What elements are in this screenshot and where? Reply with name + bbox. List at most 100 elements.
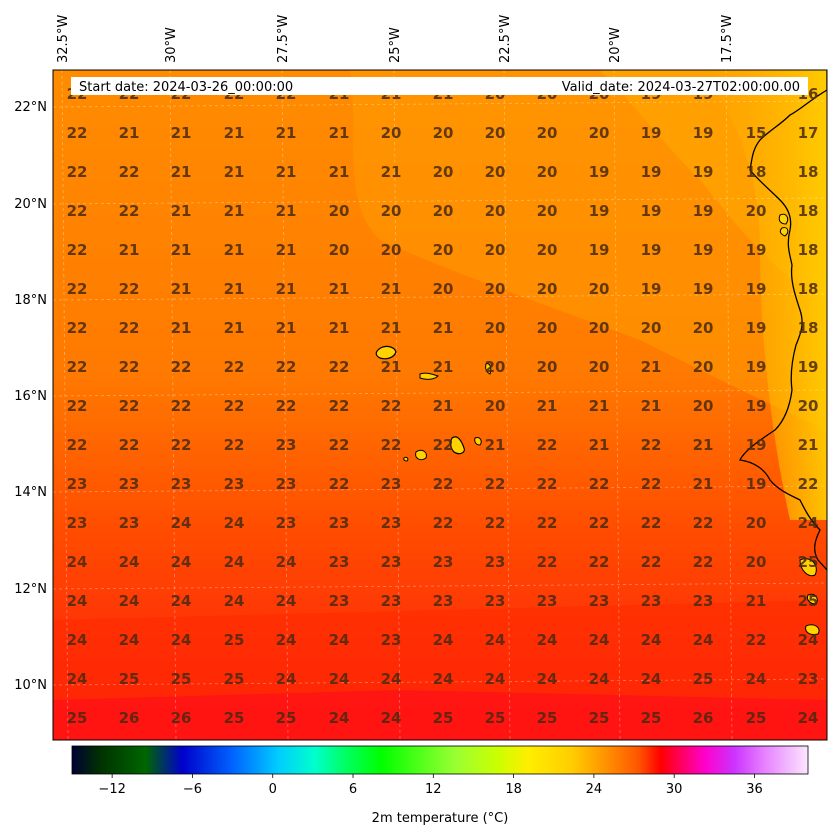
grid-value: 22	[433, 514, 454, 532]
grid-value: 22	[224, 358, 245, 376]
cabo-verde-island	[419, 372, 439, 380]
grid-value: 23	[329, 553, 350, 571]
value-grid: 2222222222212121202020191916222121212121…	[67, 85, 819, 727]
grid-value: 24	[171, 553, 192, 571]
grid-value: 23	[433, 592, 454, 610]
grid-value: 25	[276, 709, 297, 727]
grid-value: 21	[433, 319, 454, 337]
grid-value: 24	[381, 670, 402, 688]
cabo-verde-island	[403, 456, 409, 462]
grid-value: 22	[537, 553, 558, 571]
colorbar-label: 2m temperature (°C)	[372, 811, 509, 826]
grid-value: 24	[537, 670, 558, 688]
grid-value: 25	[746, 709, 767, 727]
valid-date-text: Valid_date: 2024-03-27T02:00:00.00	[562, 80, 800, 95]
grid-value: 24	[67, 631, 88, 649]
bijagos-island	[807, 593, 818, 605]
grid-value: 23	[485, 592, 506, 610]
grid-value: 24	[276, 631, 297, 649]
grid-value: 24	[433, 631, 454, 649]
grid-value: 20	[329, 202, 350, 220]
lon-label: 20°W	[608, 27, 623, 63]
grid-value: 21	[329, 163, 350, 181]
grid-value: 20	[485, 124, 506, 142]
cabo-verde-island	[375, 345, 397, 360]
grid-value: 24	[224, 553, 245, 571]
grid-value: 20	[381, 124, 402, 142]
grid-value: 22	[433, 436, 454, 454]
lat-label: 20°N	[14, 197, 47, 212]
grid-value: 23	[381, 475, 402, 493]
grid-value: 20	[433, 124, 454, 142]
grid-value: 23	[276, 475, 297, 493]
grid-value: 22	[641, 514, 662, 532]
grid-value: 19	[693, 280, 714, 298]
hottest-zone	[53, 690, 827, 740]
grid-value: 21	[224, 124, 245, 142]
grid-value: 21	[641, 397, 662, 415]
grid-value: 22	[67, 241, 88, 259]
grid-value: 25	[537, 709, 558, 727]
grid-value: 24	[798, 514, 819, 532]
grid-value: 22	[67, 397, 88, 415]
grid-value: 21	[381, 319, 402, 337]
grid-value: 24	[641, 670, 662, 688]
grid-value: 22	[67, 319, 88, 337]
lon-label: 25°W	[388, 27, 403, 63]
grid-value: 21	[276, 241, 297, 259]
grid-value: 21	[224, 202, 245, 220]
grid-value: 24	[224, 514, 245, 532]
grid-value: 19	[746, 358, 767, 376]
grid-value: 24	[329, 631, 350, 649]
colorbar-tick-label: 24	[586, 782, 603, 797]
grid-value: 25	[485, 709, 506, 727]
grid-value: 24	[381, 709, 402, 727]
grid-value: 22	[693, 553, 714, 571]
colorbar-tick-label: −12	[98, 782, 125, 797]
grid-value: 22	[798, 475, 819, 493]
grid-value: 23	[381, 514, 402, 532]
grid-value: 21	[641, 358, 662, 376]
grid-value: 22	[224, 436, 245, 454]
grid-value: 23	[224, 475, 245, 493]
grid-value: 25	[171, 670, 192, 688]
grid-value: 23	[119, 475, 140, 493]
grid-value: 25	[798, 592, 819, 610]
date-banner	[71, 77, 808, 95]
grid-value: 20	[433, 280, 454, 298]
lat-label: 16°N	[14, 389, 47, 404]
grid-value: 22	[67, 163, 88, 181]
lat-label: 10°N	[14, 678, 47, 693]
bijagos-island	[799, 558, 817, 577]
longitude-labels: 32.5°W 30°W 27.5°W 25°W 22.5°W 20°W 17.5°W	[56, 15, 735, 63]
grid-value: 22	[171, 358, 192, 376]
grid-value: 24	[485, 631, 506, 649]
grid-value: 20	[485, 241, 506, 259]
grid-value: 21	[693, 436, 714, 454]
grid-value: 23	[329, 592, 350, 610]
grid-value: 23	[329, 514, 350, 532]
colorbar-ticks: −12 −6 0 6 12 18 24 30 36	[98, 774, 763, 797]
grid-value: 21	[329, 124, 350, 142]
grid-value: 20	[746, 202, 767, 220]
grid-value: 19	[746, 475, 767, 493]
grid-value: 22	[119, 163, 140, 181]
grid-value: 23	[381, 631, 402, 649]
latitude-labels: 22°N 20°N 18°N 16°N 14°N 12°N 10°N	[14, 100, 47, 693]
grid-value: 22	[67, 358, 88, 376]
grid-value: 21	[276, 319, 297, 337]
grid-value: 21	[798, 436, 819, 454]
grid-value: 22	[276, 397, 297, 415]
grid-value: 20	[746, 514, 767, 532]
grid-value: 22	[329, 436, 350, 454]
colorbar-tick-label: 30	[666, 782, 683, 797]
grid-value: 20	[485, 358, 506, 376]
grid-value: 19	[798, 358, 819, 376]
grid-value: 21	[329, 280, 350, 298]
grid-value: 25	[67, 709, 88, 727]
grid-value: 24	[67, 553, 88, 571]
grid-value: 24	[798, 709, 819, 727]
grid-value: 24	[171, 514, 192, 532]
grid-value: 19	[746, 397, 767, 415]
